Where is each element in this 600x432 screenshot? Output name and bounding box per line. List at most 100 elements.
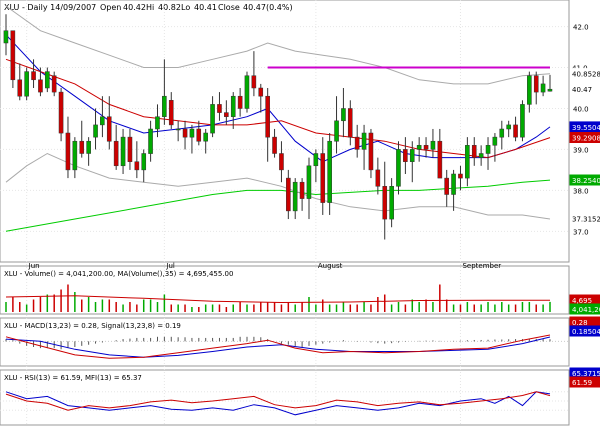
candle-body [203, 132, 208, 142]
candle-body [279, 153, 284, 171]
macd-right-label-bg [569, 325, 600, 337]
candle-body [106, 116, 112, 142]
header-prefix: XLU - Daily 14/09/2007 [4, 3, 96, 12]
header-ohlc: Open 40.42 Hi 40.82 Lo 40.41 Close 40.47… [100, 3, 293, 12]
rsi-right-label-text: 61.59 [572, 379, 592, 387]
price-right-label-text: 40.8528 [572, 71, 600, 79]
candle-body [471, 145, 477, 158]
candle-body [148, 128, 153, 154]
ma-line [5, 5, 551, 85]
candle-body [168, 100, 174, 126]
candle-body [341, 108, 346, 122]
candle-body [409, 149, 415, 162]
volume-right-label-text: 4,041,20 [572, 306, 600, 314]
candle-body [444, 177, 449, 195]
rsi-right-label-text: 65.3715 [572, 370, 600, 378]
volume-panel-frame [0, 265, 570, 315]
rsi-panel-frame [0, 369, 570, 426]
rsi-right-label: 61.59 [569, 376, 600, 388]
price-panel-frame [0, 0, 570, 263]
candle-body [506, 124, 511, 130]
candle-body [86, 140, 91, 154]
candle-body [382, 186, 388, 220]
candle-body [458, 173, 463, 179]
candle-body [182, 128, 188, 138]
price-right-label-bg [569, 174, 600, 186]
candle-body [79, 140, 85, 154]
grid-layer [0, 0, 569, 425]
candle-body [327, 140, 332, 203]
month-label: September [462, 262, 501, 270]
candle-body [196, 128, 202, 142]
price-tick-label: 42.0 [573, 24, 589, 32]
price-right-label-bg [569, 212, 600, 224]
header-high-label: Hi [146, 3, 154, 12]
candle-body [100, 116, 105, 126]
price-right-label-text: 39.2908 [572, 135, 600, 143]
price-right-label-bg [569, 121, 600, 133]
price-tick-label: 37.0 [573, 228, 589, 236]
candle-body [113, 140, 119, 167]
candle-body [292, 181, 298, 212]
candle-body [361, 132, 367, 150]
candle-body [51, 75, 57, 93]
candle-body [320, 153, 326, 203]
ma-line [5, 179, 551, 232]
candle-body [93, 124, 98, 138]
candle-body [430, 140, 436, 150]
candle-body [3, 30, 9, 44]
price-right-label-text: 38.2540 [572, 177, 600, 185]
header-close-label: Close [218, 3, 240, 12]
macd-label: XLU - MACD(13,23) = 0.28, Signal(13,23,8… [4, 322, 181, 330]
candle-body [230, 95, 236, 117]
candle-body [224, 112, 229, 117]
candle-body [499, 128, 505, 138]
header-change: (0.4%) [266, 3, 293, 12]
candle-body [120, 136, 126, 167]
macd-panel-frame [0, 317, 570, 367]
price-right-label: 39.2908 [569, 132, 600, 143]
rsi-layer [5, 391, 551, 416]
price-right-label: 40.8528 [569, 68, 600, 80]
rsi-label: XLU - RSI(13) = 61.59, MFI(13) = 65.37 [4, 374, 142, 382]
candle-body [533, 75, 539, 93]
price-tick-label: 40.0 [573, 105, 589, 113]
macd-right-label-text: 0.28 [572, 319, 588, 327]
candle-body [437, 140, 443, 179]
volume-label: XLU - Volume() = 4,041,200.00, MA(Volume… [4, 270, 233, 278]
candle-body [65, 132, 71, 171]
candle-body [24, 71, 29, 97]
mfi-line [5, 391, 551, 416]
price-right-label-bg [569, 68, 600, 80]
header-close-value: 40.47 [243, 3, 266, 12]
candle-body [155, 116, 160, 130]
volume-ma-line [5, 295, 550, 304]
header-open-label: Open [100, 3, 121, 12]
candle-body [313, 153, 319, 167]
macd-line [5, 334, 551, 359]
candle-body [527, 75, 532, 105]
header-low-label: Lo [181, 3, 190, 12]
candle-body [217, 104, 222, 113]
price-right-label: 39.5504 [569, 121, 600, 133]
candle-body [31, 71, 36, 81]
candle-body [520, 104, 525, 138]
candle-body [175, 128, 181, 131]
candle-body [416, 145, 422, 150]
header-low-value: 40.41 [194, 3, 217, 12]
candle-body [10, 30, 16, 81]
candle-body [45, 71, 50, 89]
candle-body [17, 79, 23, 97]
macd-right-label-text: 0.185048 [572, 328, 600, 336]
macd-signal-line [5, 336, 551, 358]
price-tick-label: 39.0 [573, 146, 589, 154]
candle-body [389, 186, 394, 220]
price-right-label-bg [569, 132, 600, 143]
month-label: August [318, 262, 343, 270]
month-label: Jul [165, 262, 175, 270]
macd-layer [5, 334, 551, 359]
rsi-right-label-bg [569, 376, 600, 388]
candle-body [251, 75, 257, 89]
price-right-label: 40.47 [569, 83, 600, 95]
candle-body [258, 87, 264, 97]
